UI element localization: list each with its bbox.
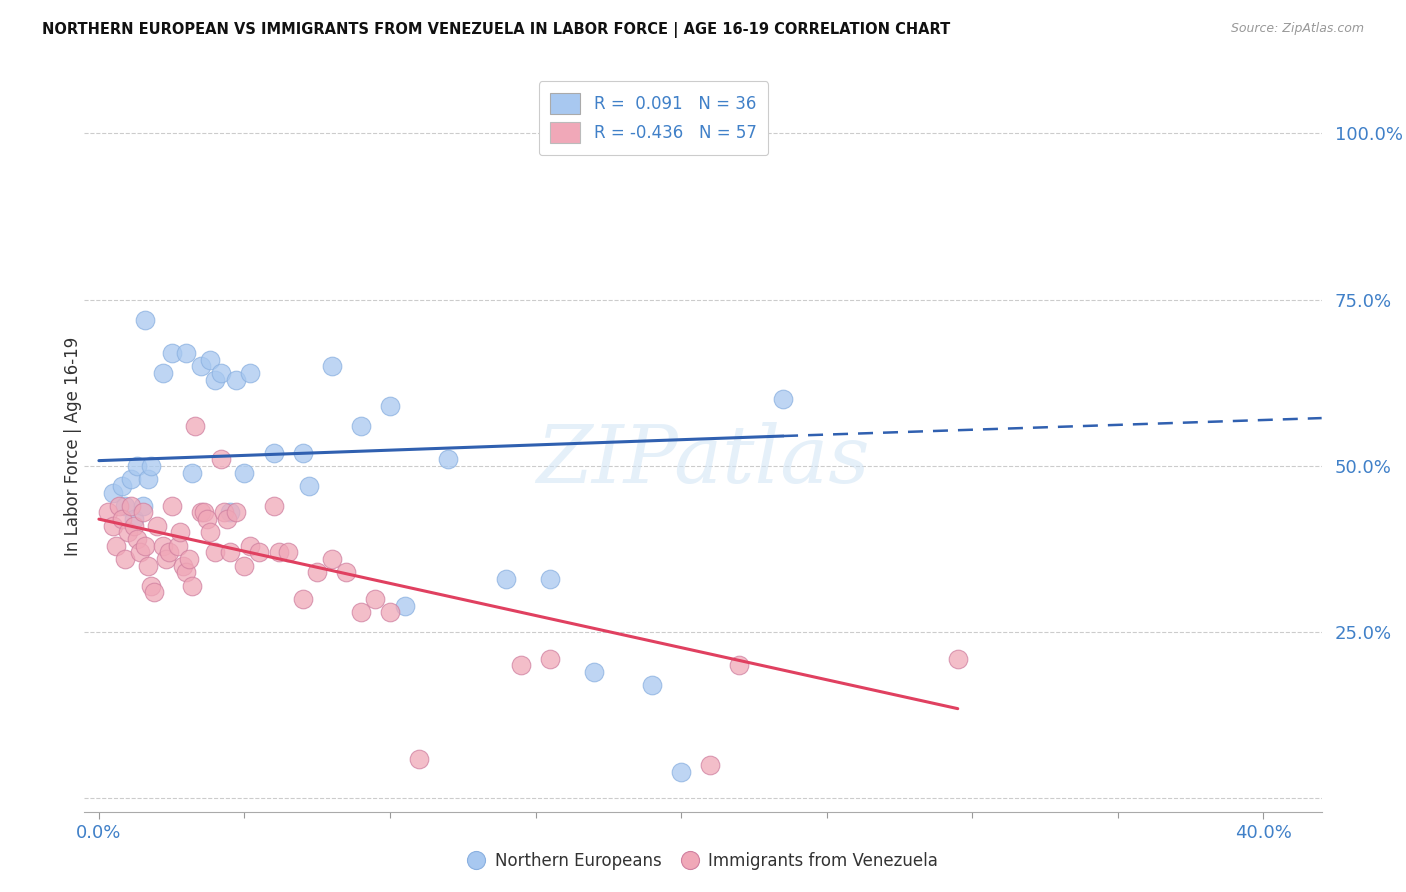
Point — [114, 499, 136, 513]
Point — [141, 458, 163, 473]
Point — [641, 678, 664, 692]
Point — [181, 579, 204, 593]
Point — [378, 399, 401, 413]
Point — [190, 359, 212, 374]
Point — [263, 445, 285, 459]
Point — [233, 466, 256, 480]
Point — [269, 545, 291, 559]
Point — [212, 506, 235, 520]
Point — [143, 585, 166, 599]
Point — [174, 566, 197, 580]
Point — [195, 512, 218, 526]
Point — [335, 566, 357, 580]
Point — [699, 758, 721, 772]
Point — [128, 545, 150, 559]
Point — [193, 506, 215, 520]
Point — [190, 506, 212, 520]
Point — [225, 506, 247, 520]
Point — [408, 751, 430, 765]
Point — [291, 445, 314, 459]
Y-axis label: In Labor Force | Age 16-19: In Labor Force | Age 16-19 — [65, 336, 82, 556]
Point — [538, 572, 561, 586]
Point — [198, 525, 221, 540]
Point — [103, 518, 125, 533]
Point — [277, 545, 299, 559]
Point — [437, 452, 460, 467]
Text: ZIPatlas: ZIPatlas — [536, 422, 870, 500]
Point — [247, 545, 270, 559]
Point — [263, 499, 285, 513]
Point — [209, 452, 232, 467]
Point — [378, 605, 401, 619]
Point — [111, 512, 134, 526]
Point — [239, 539, 262, 553]
Point — [174, 346, 197, 360]
Point — [495, 572, 517, 586]
Point — [160, 499, 183, 513]
Point — [204, 545, 226, 559]
Point — [155, 552, 177, 566]
Point — [131, 499, 153, 513]
Point — [146, 518, 169, 533]
Point — [125, 532, 148, 546]
Point — [141, 579, 163, 593]
Point — [219, 545, 242, 559]
Point — [114, 552, 136, 566]
Point — [120, 499, 142, 513]
Point — [125, 458, 148, 473]
Point — [108, 499, 131, 513]
Point — [510, 658, 533, 673]
Point — [364, 591, 387, 606]
Point — [215, 512, 238, 526]
Point — [111, 479, 134, 493]
Point — [117, 525, 139, 540]
Text: Source: ZipAtlas.com: Source: ZipAtlas.com — [1230, 22, 1364, 36]
Point — [97, 506, 120, 520]
Point — [582, 665, 605, 679]
Point — [209, 366, 232, 380]
Point — [122, 518, 145, 533]
Point — [160, 346, 183, 360]
Point — [219, 506, 242, 520]
Point — [138, 472, 160, 486]
Point — [204, 372, 226, 386]
Point — [172, 558, 194, 573]
Point — [291, 591, 314, 606]
Point — [152, 539, 174, 553]
Point — [120, 472, 142, 486]
Point — [772, 392, 794, 407]
Point — [157, 545, 180, 559]
Point — [122, 512, 145, 526]
Point — [321, 552, 343, 566]
Point — [233, 558, 256, 573]
Point — [105, 539, 128, 553]
Point — [134, 312, 156, 326]
Point — [394, 599, 416, 613]
Point — [181, 466, 204, 480]
Point — [307, 566, 329, 580]
Point — [350, 419, 373, 434]
Point — [225, 372, 247, 386]
Point — [179, 552, 201, 566]
Point — [169, 525, 191, 540]
Point — [239, 366, 262, 380]
Point — [131, 506, 153, 520]
Point — [103, 485, 125, 500]
Point — [184, 419, 207, 434]
Point — [669, 764, 692, 779]
Legend: Northern Europeans, Immigrants from Venezuela: Northern Europeans, Immigrants from Vene… — [461, 846, 945, 877]
Text: NORTHERN EUROPEAN VS IMMIGRANTS FROM VENEZUELA IN LABOR FORCE | AGE 16-19 CORREL: NORTHERN EUROPEAN VS IMMIGRANTS FROM VEN… — [42, 22, 950, 38]
Point — [350, 605, 373, 619]
Point — [321, 359, 343, 374]
Point — [166, 539, 188, 553]
Point — [138, 558, 160, 573]
Point — [152, 366, 174, 380]
Point — [728, 658, 751, 673]
Point — [297, 479, 319, 493]
Point — [198, 352, 221, 367]
Point — [134, 539, 156, 553]
Point — [946, 652, 969, 666]
Point — [538, 652, 561, 666]
